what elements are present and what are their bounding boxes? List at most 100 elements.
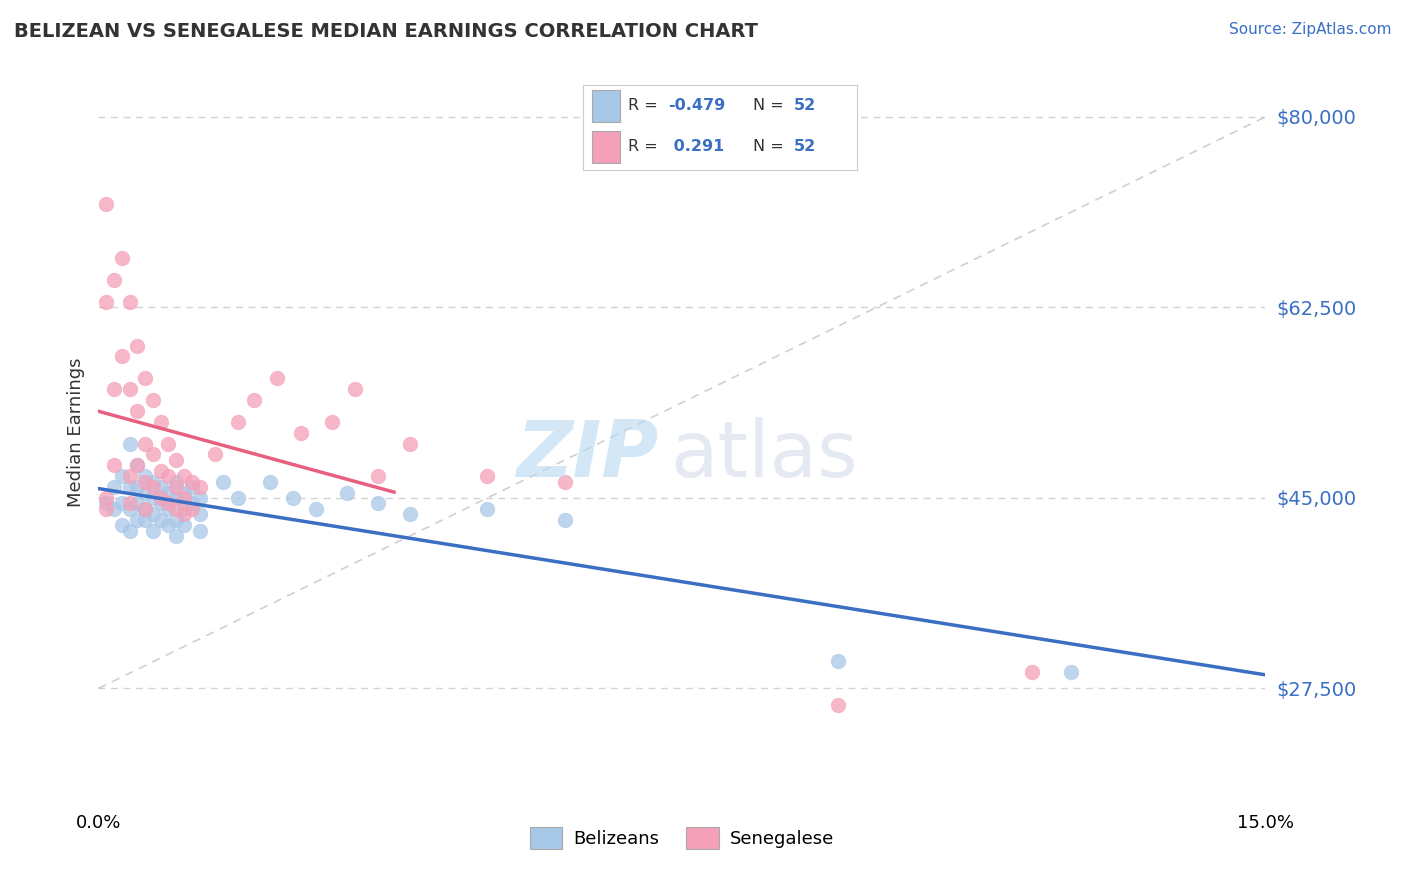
Point — [103, 501, 125, 516]
Point — [111, 350, 134, 364]
Point — [157, 485, 180, 500]
Point — [165, 529, 187, 543]
Point — [266, 371, 288, 385]
Point — [127, 404, 149, 418]
Point — [111, 469, 134, 483]
Point — [118, 295, 141, 310]
Point — [134, 485, 156, 500]
Point — [477, 501, 499, 516]
Point — [173, 501, 195, 516]
Point — [118, 524, 141, 538]
Point — [165, 491, 187, 505]
Point — [212, 475, 235, 489]
Point — [180, 496, 202, 510]
Point — [134, 513, 156, 527]
Point — [321, 415, 343, 429]
Point — [127, 480, 149, 494]
Point — [118, 436, 141, 450]
Point — [149, 491, 172, 505]
Point — [134, 371, 156, 385]
Point — [118, 469, 141, 483]
Point — [111, 252, 134, 266]
Point — [180, 501, 202, 516]
Point — [134, 501, 156, 516]
Point — [165, 453, 187, 467]
Point — [142, 491, 165, 505]
Point — [173, 485, 195, 500]
Point — [344, 382, 367, 396]
Point — [157, 436, 180, 450]
Point — [180, 475, 202, 489]
Point — [96, 491, 118, 505]
Point — [165, 501, 187, 516]
Point — [134, 501, 156, 516]
Point — [96, 295, 118, 310]
Point — [173, 518, 195, 533]
Point — [173, 469, 195, 483]
Point — [165, 513, 187, 527]
Point — [111, 518, 134, 533]
Point — [149, 464, 172, 478]
Point — [157, 501, 180, 516]
Point — [103, 480, 125, 494]
Point — [477, 469, 499, 483]
Point — [827, 698, 849, 712]
Point — [118, 501, 141, 516]
Point — [142, 524, 165, 538]
Point — [1060, 665, 1083, 680]
Point — [180, 480, 202, 494]
Point — [554, 475, 576, 489]
Point — [157, 518, 180, 533]
Point — [149, 496, 172, 510]
Point — [165, 475, 187, 489]
Point — [367, 469, 389, 483]
Point — [398, 436, 420, 450]
Point — [1021, 665, 1043, 680]
Point — [149, 415, 172, 429]
Text: atlas: atlas — [671, 417, 858, 493]
Point — [127, 338, 149, 352]
Point — [103, 273, 125, 287]
Point — [228, 491, 250, 505]
Point — [243, 392, 266, 407]
Point — [290, 425, 312, 440]
Point — [127, 513, 149, 527]
Point — [127, 496, 149, 510]
Point — [367, 496, 389, 510]
Point — [111, 496, 134, 510]
Point — [827, 654, 849, 668]
Point — [149, 480, 172, 494]
Legend: Belizeans, Senegalese: Belizeans, Senegalese — [523, 821, 841, 856]
Point — [188, 508, 211, 522]
Point — [134, 475, 156, 489]
Point — [228, 415, 250, 429]
Point — [204, 447, 226, 461]
Point — [142, 447, 165, 461]
Point — [96, 197, 118, 211]
Y-axis label: Median Earnings: Median Earnings — [66, 358, 84, 508]
Point — [188, 524, 211, 538]
Point — [554, 513, 576, 527]
Point — [173, 508, 195, 522]
Point — [142, 475, 165, 489]
Point — [134, 436, 156, 450]
Point — [259, 475, 281, 489]
Point — [142, 392, 165, 407]
Point — [188, 491, 211, 505]
Point — [127, 458, 149, 473]
Point — [398, 508, 420, 522]
Point — [157, 496, 180, 510]
Point — [118, 480, 141, 494]
Point — [118, 496, 141, 510]
Point — [188, 480, 211, 494]
Point — [281, 491, 304, 505]
Point — [305, 501, 328, 516]
Point — [336, 485, 359, 500]
Point — [134, 469, 156, 483]
Point — [142, 508, 165, 522]
Point — [96, 496, 118, 510]
Point — [165, 480, 187, 494]
Point — [103, 382, 125, 396]
Point — [118, 382, 141, 396]
Point — [173, 491, 195, 505]
